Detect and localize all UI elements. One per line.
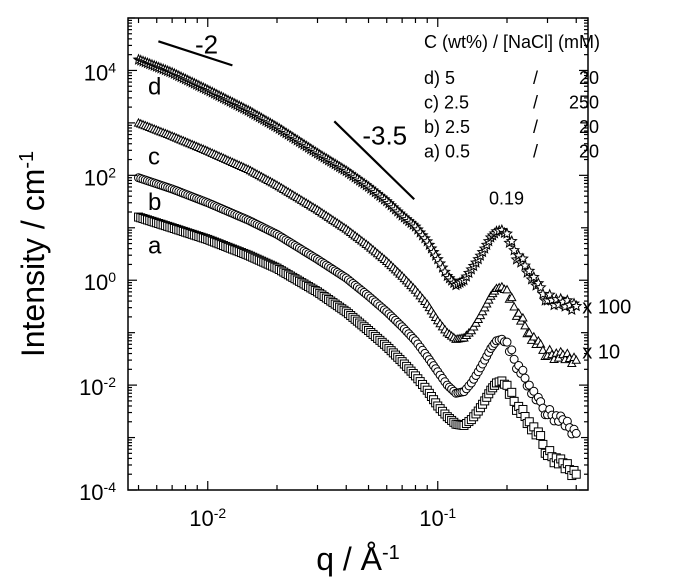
legend-concentration: b) 2.5 [424, 117, 470, 137]
data-point [538, 345, 548, 354]
y-axis-title-sup: -1 [16, 151, 38, 169]
y-tick-label: 10-2 [79, 374, 116, 400]
y-tick-label: 104 [84, 59, 116, 85]
data-point [571, 428, 581, 438]
y-tick-label-exp: -4 [104, 479, 117, 495]
y-tick-label-exp: 2 [108, 164, 116, 180]
y-axis-title: Intensity / cm-1 [15, 151, 51, 357]
data-point [509, 396, 519, 406]
data-point [513, 308, 524, 317]
scale-label: x 100 [582, 297, 631, 319]
x-tick-label: 10-2 [189, 505, 226, 531]
y-tick-label: 10-4 [79, 479, 116, 505]
data-point [518, 312, 528, 322]
y-tick-label-exp: 0 [108, 269, 116, 285]
data-point [538, 439, 548, 449]
series-label-a: a [148, 233, 162, 260]
slope-label: -3.5 [362, 120, 407, 150]
data-point [506, 292, 517, 302]
data-point [523, 264, 536, 277]
data-point [507, 387, 517, 397]
y-tick-label-base: 10 [84, 165, 108, 190]
x-axis-title: q / Å-1 [316, 541, 400, 577]
data-point [502, 284, 512, 294]
series-b: b [134, 173, 581, 439]
legend-nacl: 20 [579, 117, 599, 137]
y-tick-label-base: 10 [84, 60, 108, 85]
y-axis-title-base: Intensity / cm [15, 169, 51, 358]
x-tick-label-base: 10 [419, 506, 443, 531]
legend: C (wt%) / [NaCl] (mM) d) 5 / 20 c) 2.5 / 250 b… [424, 32, 600, 162]
data-point [518, 365, 528, 375]
x-tick-label-exp: -1 [444, 505, 457, 521]
y-tick-label-base: 10 [79, 375, 103, 400]
scale-label: x 10 [582, 342, 620, 364]
data-point [502, 337, 512, 347]
series-c: c [133, 117, 582, 368]
x-tick-label: 10-1 [419, 505, 456, 531]
legend-nacl: 20 [579, 68, 599, 88]
annotation-layer: -2 -3.5 0.19 x 100 x 10 [158, 30, 631, 364]
legend-nacl: 20 [579, 142, 599, 162]
y-tick-label-base: 10 [84, 270, 108, 295]
data-point [501, 227, 513, 239]
data-point [507, 345, 517, 355]
series-a: a [134, 212, 581, 481]
data-point [571, 355, 582, 364]
data-point [528, 331, 539, 341]
legend-rows: d) 5 / 20 c) 2.5 / 250 b) 2.5 / 20 a) 0.5 / 20 [424, 68, 599, 162]
legend-separator: / [533, 93, 538, 113]
legend-separator: / [533, 142, 538, 162]
y-tick-label: 102 [84, 164, 116, 190]
series-label-b: b [148, 189, 161, 216]
data-point [524, 380, 534, 390]
legend-concentration: c) 2.5 [424, 93, 469, 113]
data-point [508, 244, 521, 256]
series-label-d: d [148, 73, 161, 100]
plot-frame [127, 17, 589, 491]
legend-concentration: a) 0.5 [424, 142, 470, 162]
data-point [509, 301, 519, 311]
data-point [524, 327, 535, 337]
slope-line [333, 120, 415, 201]
y-tick-label-exp: -2 [104, 374, 117, 390]
legend-separator: / [533, 117, 538, 137]
data-point [509, 354, 519, 364]
series-d: d [132, 53, 583, 315]
y-tick-label-exp: 4 [108, 59, 116, 75]
slope-line [158, 40, 233, 67]
x-axis-title-sup: -1 [382, 542, 400, 564]
data-point [505, 234, 518, 247]
data-point [535, 339, 546, 348]
data-point [536, 431, 546, 441]
y-tick-label: 100 [84, 269, 116, 295]
slope-label: -2 [195, 30, 218, 60]
peak-label: 0.19 [489, 188, 524, 208]
data-point [502, 380, 512, 390]
x-tick-label-base: 10 [189, 506, 213, 531]
legend-separator: / [533, 68, 538, 88]
data-point [570, 299, 583, 312]
legend-concentration: d) 5 [424, 68, 455, 88]
data-point [520, 320, 530, 330]
x-tick-label-exp: -2 [214, 505, 227, 521]
data-point [529, 386, 539, 396]
x-axis-title-base: q / Å [316, 541, 382, 577]
series-layer: d cba [132, 53, 583, 481]
data-point [571, 469, 581, 479]
series-label-c: c [148, 144, 160, 171]
legend-header: C (wt%) / [NaCl] (mM) [424, 32, 600, 52]
legend-nacl: 250 [569, 93, 599, 113]
data-point [527, 270, 540, 283]
y-tick-label-base: 10 [79, 480, 103, 505]
